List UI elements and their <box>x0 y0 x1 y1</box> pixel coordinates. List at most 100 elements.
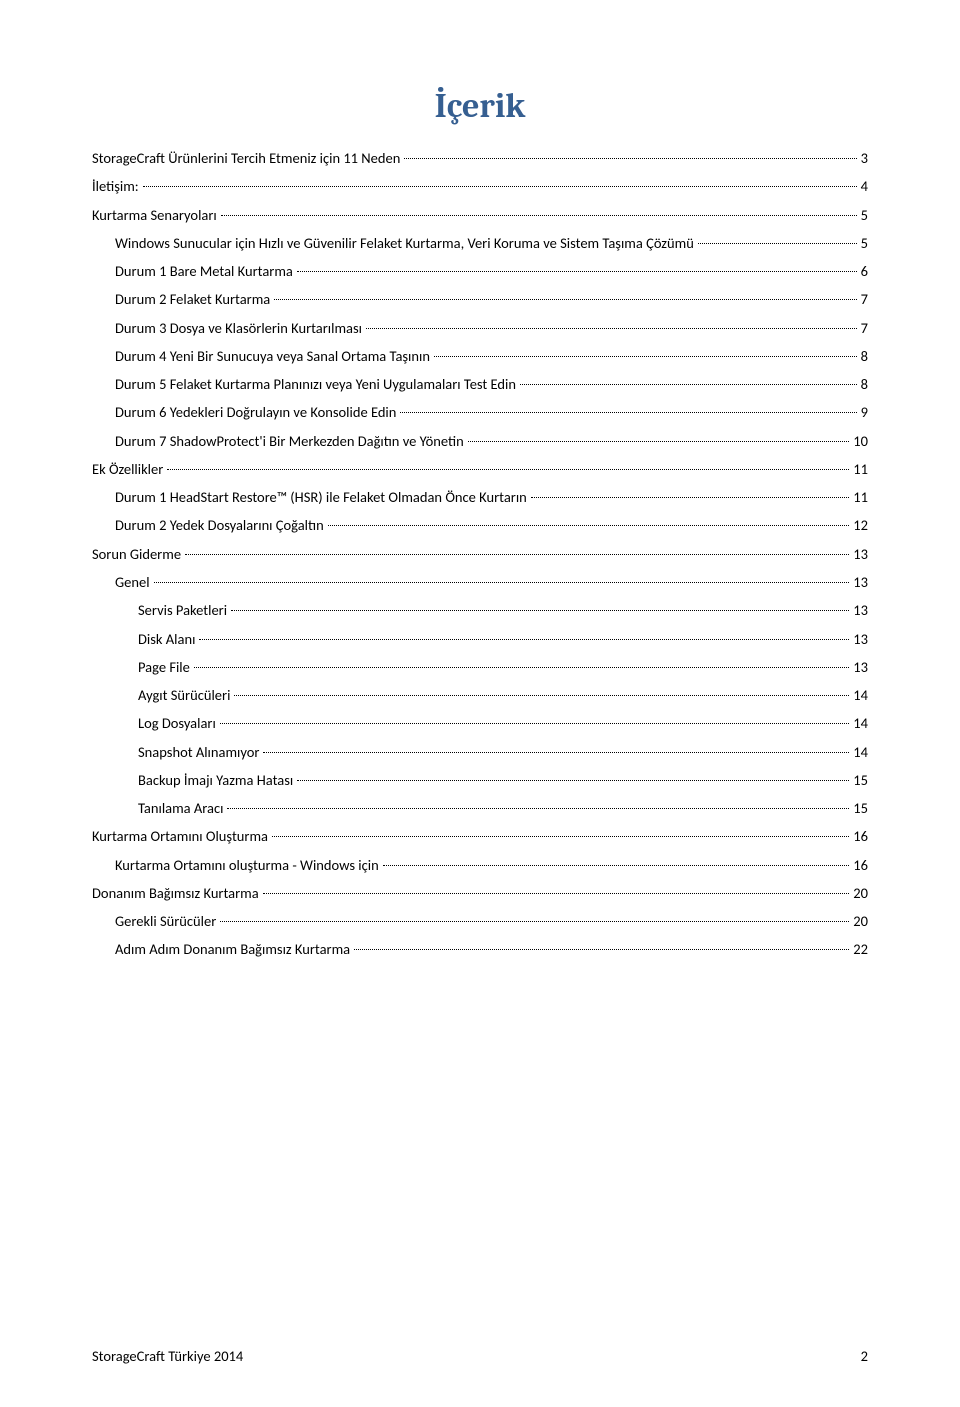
toc-entry-page: 14 <box>853 681 868 709</box>
toc-entry-page: 20 <box>853 879 868 907</box>
toc-entry-page: 6 <box>861 257 868 285</box>
toc-entry-label: Durum 4 Yeni Bir Sunucuya veya Sanal Ort… <box>115 342 430 370</box>
toc-entry[interactable]: Durum 1 HeadStart Restore™ (HSR) ile Fel… <box>115 483 868 511</box>
toc-entry-label: Backup İmajı Yazma Hatası <box>138 766 293 794</box>
toc-leader-dots <box>221 215 857 216</box>
toc-entry-label: Kurtarma Ortamını oluşturma - Windows iç… <box>115 851 379 879</box>
toc-entry[interactable]: Aygıt Sürücüleri 14 <box>138 681 868 709</box>
toc-entry[interactable]: Sorun Giderme13 <box>92 540 868 568</box>
toc-entry-label: Adım Adım Donanım Bağımsız Kurtarma <box>115 935 350 963</box>
toc-leader-dots <box>263 752 849 753</box>
toc-leader-dots <box>167 469 849 470</box>
toc-entry-page: 13 <box>853 540 868 568</box>
toc-leader-dots <box>400 412 856 413</box>
toc-entry-label: Durum 1 HeadStart Restore™ (HSR) ile Fel… <box>115 483 527 511</box>
toc-leader-dots <box>199 639 849 640</box>
toc-entry-page: 13 <box>853 596 868 624</box>
toc-leader-dots <box>227 808 849 809</box>
toc-entry[interactable]: Durum 7 ShadowProtect'i Bir Merkezden Da… <box>115 427 868 455</box>
toc-entry-label: Tanılama Aracı <box>138 794 223 822</box>
toc-entry[interactable]: Backup İmajı Yazma Hatası 15 <box>138 766 868 794</box>
toc-entry-page: 4 <box>861 172 868 200</box>
toc-entry-label: Durum 5 Felaket Kurtarma Planınızı veya … <box>115 370 516 398</box>
toc-entry[interactable]: Durum 3 Dosya ve Klasörlerin Kurtarılmas… <box>115 314 868 342</box>
toc-leader-dots <box>328 525 850 526</box>
toc-entry-label: Disk Alanı <box>138 625 195 653</box>
toc-leader-dots <box>383 865 850 866</box>
toc-entry-label: Kurtarma Senaryoları <box>92 201 217 229</box>
toc-entry-page: 16 <box>853 851 868 879</box>
toc-entry-label: Aygıt Sürücüleri <box>138 681 230 709</box>
toc-entry-page: 3 <box>861 144 868 172</box>
toc-entry-page: 15 <box>853 766 868 794</box>
toc-entry[interactable]: Tanılama Aracı 15 <box>138 794 868 822</box>
toc-leader-dots <box>185 554 849 555</box>
toc-entry-page: 13 <box>853 653 868 681</box>
toc-entry-page: 8 <box>861 342 868 370</box>
toc-leader-dots <box>143 186 857 187</box>
toc-entry[interactable]: Page File 13 <box>138 653 868 681</box>
toc-entry[interactable]: Snapshot Alınamıyor 14 <box>138 738 868 766</box>
toc-entry-page: 7 <box>861 285 868 313</box>
toc-entry[interactable]: Log Dosyaları14 <box>138 709 868 737</box>
toc-leader-dots <box>404 158 856 159</box>
toc-entry-label: İletişim: <box>92 172 139 200</box>
toc-entry-label: Kurtarma Ortamını Oluşturma <box>92 822 268 850</box>
toc-entry[interactable]: Genel13 <box>115 568 868 596</box>
toc-entry-page: 9 <box>861 398 868 426</box>
toc-entry-page: 8 <box>861 370 868 398</box>
toc-leader-dots <box>272 836 849 837</box>
toc-entry[interactable]: Servis Paketleri13 <box>138 596 868 624</box>
toc-leader-dots <box>231 610 849 611</box>
toc-entry[interactable]: Windows Sunucular için Hızlı ve Güvenili… <box>115 229 868 257</box>
toc-entry-page: 20 <box>853 907 868 935</box>
toc-entry-label: Page File <box>138 653 190 681</box>
toc-entry[interactable]: Durum 5 Felaket Kurtarma Planınızı veya … <box>115 370 868 398</box>
document-page: İçerik StorageCraft Ürünlerini Tercih Et… <box>0 0 960 1407</box>
footer-left: StorageCraft Türkiye 2014 <box>92 1347 243 1365</box>
toc-entry[interactable]: Durum 6 Yedekleri Doğrulayın ve Konsolid… <box>115 398 868 426</box>
toc-entry-label: Durum 3 Dosya ve Klasörlerin Kurtarılmas… <box>115 314 362 342</box>
toc-entry-page: 14 <box>853 709 868 737</box>
toc-leader-dots <box>434 356 857 357</box>
toc-entry-page: 5 <box>861 201 868 229</box>
toc-entry-page: 15 <box>853 794 868 822</box>
toc-entry-page: 11 <box>853 483 868 511</box>
toc-entry-label: Windows Sunucular için Hızlı ve Güvenili… <box>115 229 694 257</box>
page-footer: StorageCraft Türkiye 2014 2 <box>92 1347 868 1365</box>
toc-leader-dots <box>468 441 850 442</box>
toc-entry-page: 7 <box>861 314 868 342</box>
toc-leader-dots <box>154 582 850 583</box>
toc-entry[interactable]: Adım Adım Donanım Bağımsız Kurtarma22 <box>115 935 868 963</box>
toc-entry[interactable]: Ek Özellikler11 <box>92 455 868 483</box>
toc-entry[interactable]: Durum 4 Yeni Bir Sunucuya veya Sanal Ort… <box>115 342 868 370</box>
toc-entry[interactable]: Durum 1 Bare Metal Kurtarma 6 <box>115 257 868 285</box>
toc-leader-dots <box>297 780 849 781</box>
toc-entry[interactable]: Durum 2 Yedek Dosyalarını Çoğaltın 12 <box>115 511 868 539</box>
toc-entry-page: 13 <box>853 625 868 653</box>
toc-entry[interactable]: Disk Alanı 13 <box>138 625 868 653</box>
toc-entry[interactable]: StorageCraft Ürünlerini Tercih Etmeniz i… <box>92 144 868 172</box>
toc-entry-page: 14 <box>853 738 868 766</box>
toc-leader-dots <box>274 299 856 300</box>
toc-leader-dots <box>234 695 849 696</box>
toc-leader-dots <box>220 921 849 922</box>
toc-entry-label: Durum 2 Yedek Dosyalarını Çoğaltın <box>115 511 324 539</box>
toc-leader-dots <box>531 497 850 498</box>
toc-entry[interactable]: Gerekli Sürücüler 20 <box>115 907 868 935</box>
toc-entry[interactable]: Kurtarma Ortamını oluşturma - Windows iç… <box>115 851 868 879</box>
toc-entry-label: Durum 6 Yedekleri Doğrulayın ve Konsolid… <box>115 398 396 426</box>
toc-entry[interactable]: Donanım Bağımsız Kurtarma20 <box>92 879 868 907</box>
toc-entry-label: Durum 1 Bare Metal Kurtarma <box>115 257 293 285</box>
toc-entry[interactable]: Kurtarma Senaryoları 5 <box>92 201 868 229</box>
toc-entry-page: 12 <box>853 511 868 539</box>
toc-entry-page: 16 <box>853 822 868 850</box>
toc-entry[interactable]: Kurtarma Ortamını Oluşturma 16 <box>92 822 868 850</box>
toc-entry-label: Snapshot Alınamıyor <box>138 738 259 766</box>
toc-leader-dots <box>698 243 857 244</box>
toc-leader-dots <box>366 328 857 329</box>
toc-entry-label: Gerekli Sürücüler <box>115 907 216 935</box>
toc-entry-label: Durum 2 Felaket Kurtarma <box>115 285 270 313</box>
toc-entry[interactable]: İletişim: 4 <box>92 172 868 200</box>
toc-entry[interactable]: Durum 2 Felaket Kurtarma 7 <box>115 285 868 313</box>
